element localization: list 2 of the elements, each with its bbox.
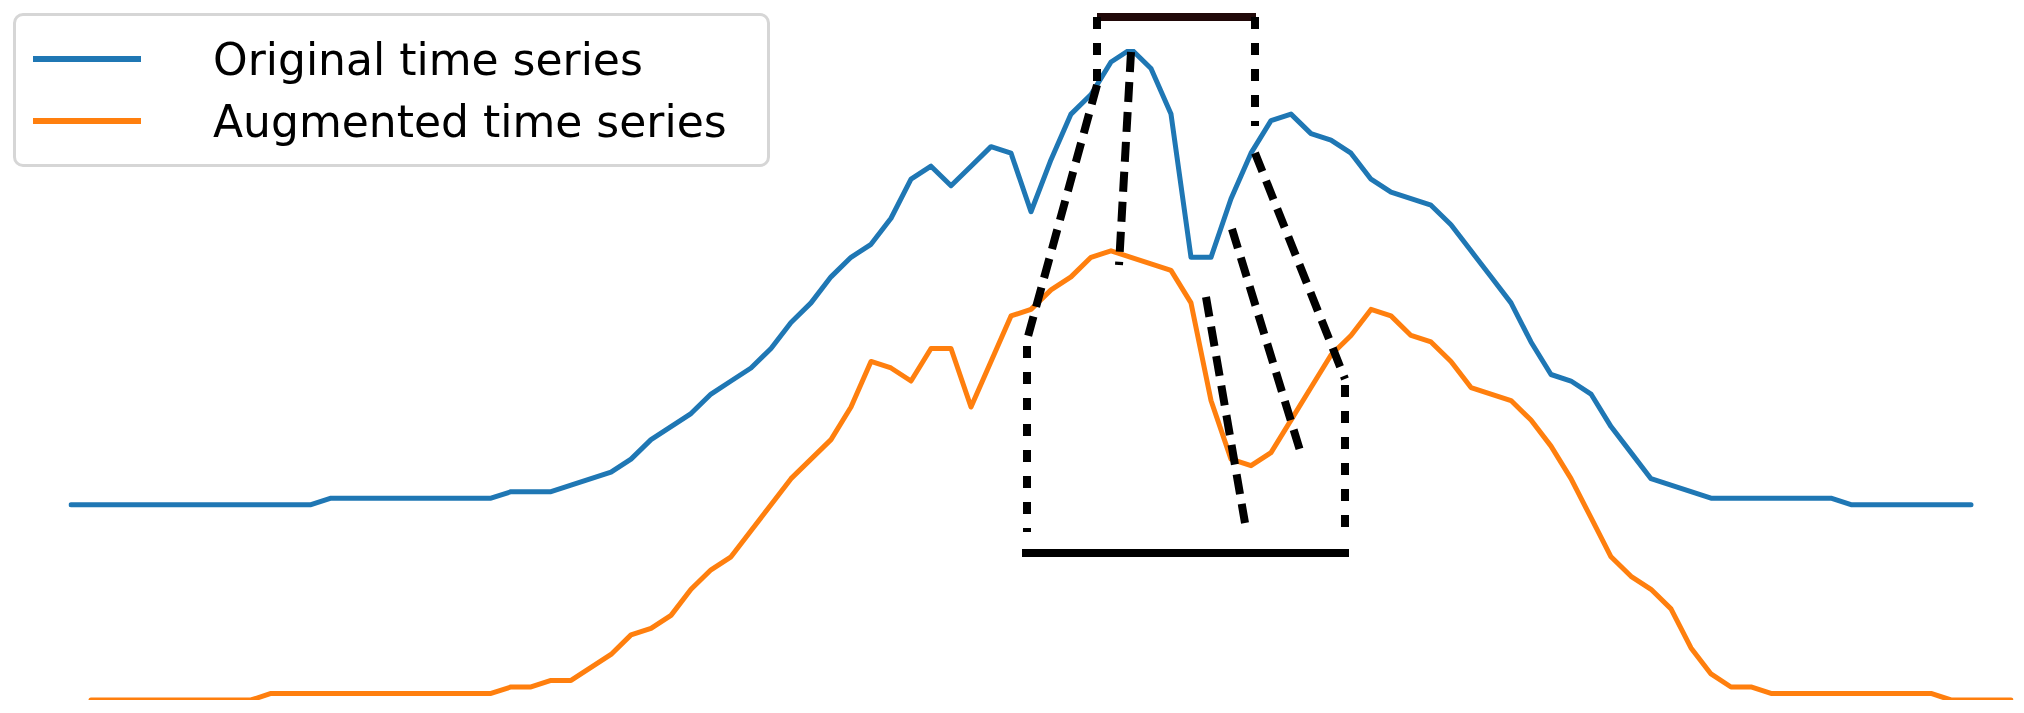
legend-label: Original time series xyxy=(213,33,643,85)
legend-label: Augmented time series xyxy=(213,95,727,147)
